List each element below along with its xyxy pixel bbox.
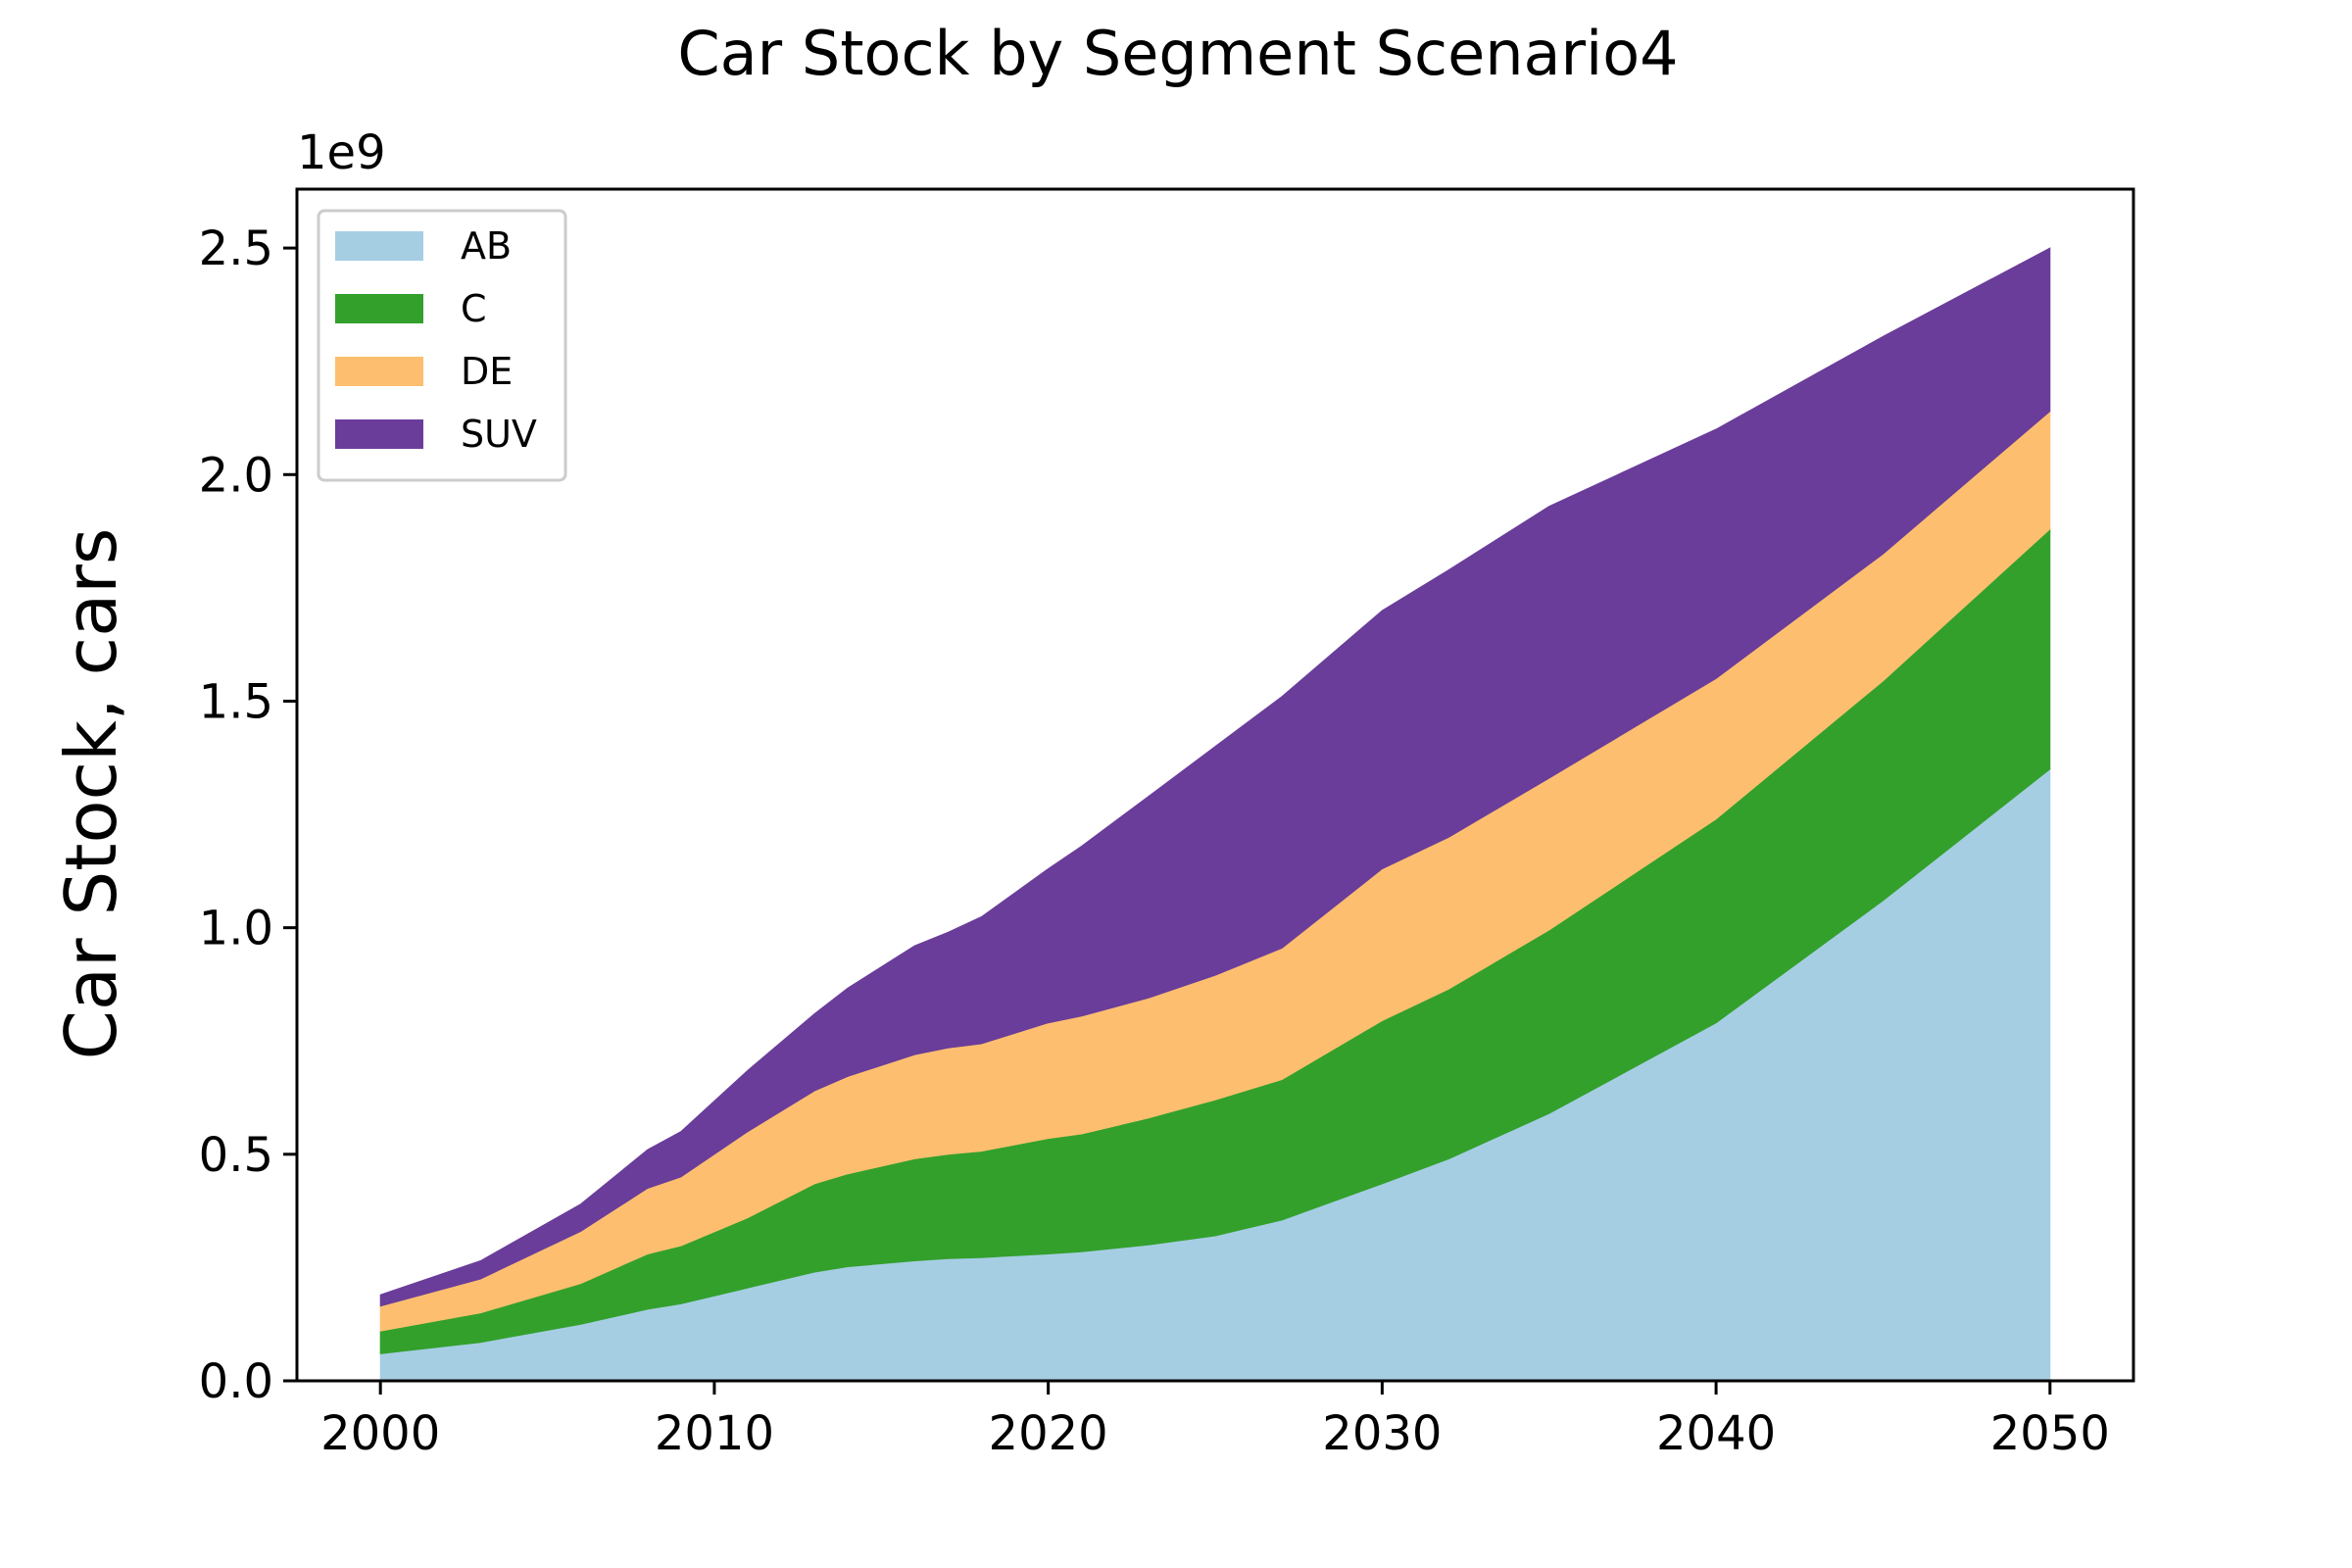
legend-label-de: DE	[461, 350, 513, 393]
x-tick-label: 2000	[320, 1406, 440, 1461]
legend-swatch-ab	[335, 231, 423, 261]
plot-frame	[295, 187, 2135, 1383]
area-series-group	[379, 247, 2051, 1382]
y-tick-label: 2.0	[199, 448, 273, 503]
y-axis-label: Car Stock, cars	[50, 528, 132, 1060]
y-offset-label: 1e9	[297, 125, 386, 180]
y-tick-label: 0.5	[199, 1128, 273, 1183]
x-axis: 2000 2010 2020 2030 2040 2050	[320, 1381, 2110, 1461]
legend-label-suv: SUV	[461, 413, 537, 456]
legend-label-c: C	[461, 287, 487, 330]
legend-swatch-de	[335, 357, 423, 386]
y-tick-label: 1.0	[199, 902, 273, 956]
x-tick-label: 2020	[989, 1406, 1108, 1461]
x-tick-label: 2050	[1990, 1406, 2110, 1461]
x-tick-label: 2030	[1322, 1406, 1442, 1461]
x-tick-label: 2040	[1656, 1406, 1776, 1461]
y-tick-label: 0.0	[199, 1354, 273, 1409]
chart-title: Car Stock by Segment Scenario4	[677, 18, 1678, 89]
x-tick-label: 2010	[655, 1406, 774, 1461]
legend: AB C DE SUV	[317, 209, 567, 482]
area-suv	[379, 247, 2051, 1307]
y-axis: 0.0 0.5 1.0 1.5 2.0 2.5	[199, 221, 297, 1409]
legend-label-ab: AB	[461, 224, 512, 268]
y-tick-label: 2.5	[199, 221, 273, 276]
legend-swatch-suv	[335, 419, 423, 449]
legend-box	[317, 209, 567, 482]
legend-swatch-c	[335, 294, 423, 323]
y-tick-label: 1.5	[199, 674, 273, 729]
